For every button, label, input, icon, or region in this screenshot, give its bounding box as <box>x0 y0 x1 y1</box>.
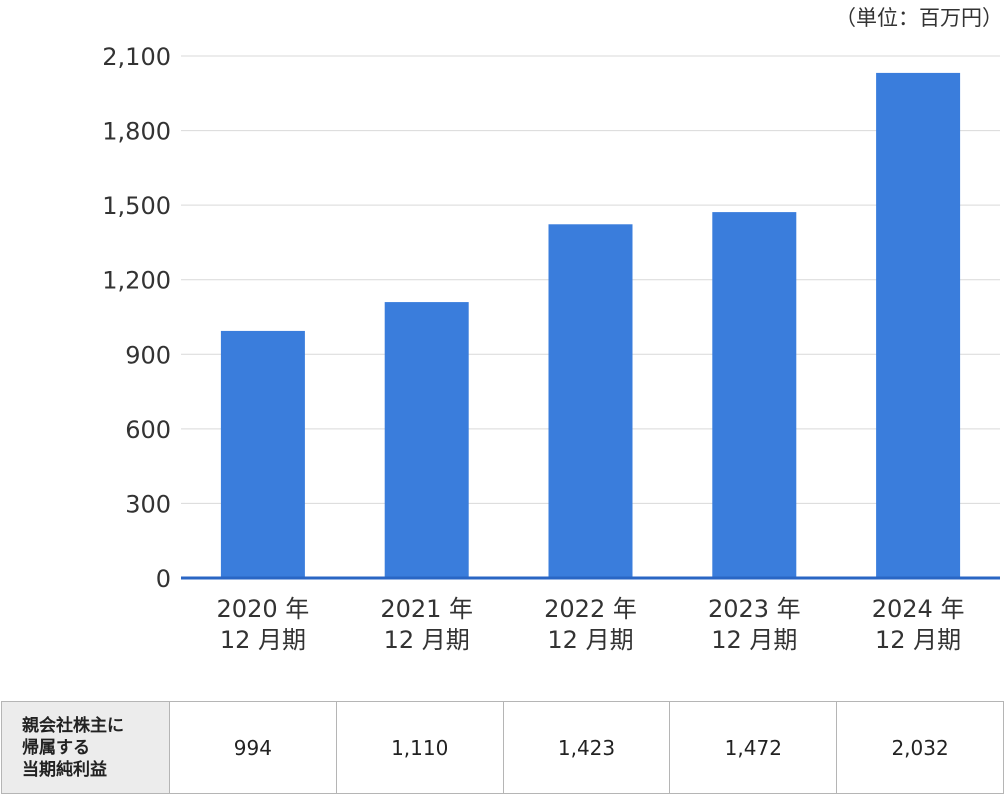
bar-2 <box>548 224 633 579</box>
x-tick-label-line: 12 月期 <box>875 626 961 654</box>
table-row: 親会社株主に 帰属する 当期純利益 994 1,110 1,423 1,472 … <box>1 701 1004 794</box>
x-tick-label-4: 2024 年 12 月期 <box>872 595 965 654</box>
y-tick-label-1800: 1,800 <box>102 118 171 146</box>
y-tick-label-300: 300 <box>125 490 171 518</box>
table-row-header: 親会社株主に 帰属する 当期純利益 <box>1 701 170 794</box>
data-table: 親会社株主に 帰属する 当期純利益 994 1,110 1,423 1,472 … <box>1 701 1004 794</box>
table-cell-2023: 1,472 <box>669 701 838 794</box>
x-tick-label-line: 2023 年 <box>708 595 801 623</box>
table-cell-2022: 1,423 <box>502 701 671 794</box>
x-tick-label-line: 12 月期 <box>384 626 470 654</box>
x-tick-label-line: 2022 年 <box>544 595 637 623</box>
x-tick-label-line: 2021 年 <box>380 595 473 623</box>
y-tick-label-600: 600 <box>125 416 171 444</box>
x-tick-label-line: 2020 年 <box>217 595 310 623</box>
bar-0 <box>220 330 305 578</box>
x-tick-label-0: 2020 年 12 月期 <box>217 595 310 654</box>
bar-chart: 0 300 600 900 1,200 1,500 1,800 2,100 2020 年 12 月… <box>102 43 1000 654</box>
x-tick-label-3: 2023 年 12 月期 <box>708 595 801 654</box>
table-cell-2024: 2,032 <box>836 701 1004 794</box>
x-tick-label-line: 12 月期 <box>220 626 306 654</box>
y-tick-label-2100: 2,100 <box>102 43 171 71</box>
unit-label: （単位：百万円） <box>835 6 1003 30</box>
y-tick-label-1500: 1,500 <box>102 192 171 220</box>
x-tick-label-2: 2022 年 12 月期 <box>544 595 637 654</box>
x-tick-label-line: 2024 年 <box>872 595 965 623</box>
bar-3 <box>712 212 797 579</box>
bar-4 <box>876 72 961 578</box>
x-tick-label-1: 2021 年 12 月期 <box>380 595 473 654</box>
table-header-line-3: 当期純利益 <box>22 759 107 780</box>
table-cell-2020: 994 <box>169 701 337 794</box>
table-header-line-1: 親会社株主に <box>22 715 124 736</box>
x-tick-label-line: 12 月期 <box>547 626 633 654</box>
y-tick-label-1200: 1,200 <box>102 267 171 295</box>
y-tick-label-0: 0 <box>156 565 171 593</box>
table-header-line-2: 帰属する <box>22 737 90 758</box>
y-tick-label-900: 900 <box>125 341 171 369</box>
table-cell-2021: 1,110 <box>335 701 504 794</box>
bar-1 <box>384 302 469 578</box>
x-tick-label-line: 12 月期 <box>711 626 797 654</box>
